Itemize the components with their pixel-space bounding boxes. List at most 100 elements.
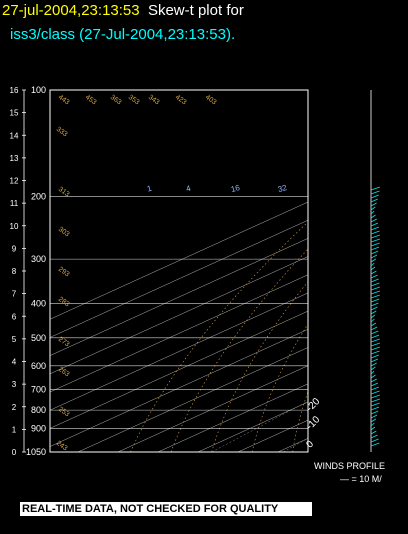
isotherm-line [277, 438, 308, 452]
isotherm-line [318, 90, 408, 452]
wind-barb [370, 278, 379, 283]
mixing-ratio-label: 4 [185, 184, 192, 194]
pressure-tick-label: 800 [31, 405, 46, 415]
dry-adiabat-label: 353 [127, 94, 141, 106]
pressure-tick-label: 200 [31, 192, 46, 202]
isotherm-line [50, 219, 308, 338]
isotherm-line [77, 347, 308, 452]
isotherm-line [398, 90, 408, 452]
pressure-tick-label: 1050 [26, 447, 46, 457]
dry-adiabat-label: 333 [55, 126, 69, 138]
wind-barb [370, 422, 375, 427]
pressure-tick-label: 900 [31, 423, 46, 433]
wind-barb [370, 342, 381, 347]
wind-barb [370, 202, 377, 207]
wind-barb [370, 326, 378, 331]
wind-barb [370, 334, 380, 339]
isotherm-line [117, 365, 308, 452]
wind-barb [370, 226, 380, 231]
wind-barb [370, 190, 380, 195]
wind-barb [370, 362, 377, 367]
wind-barb [370, 210, 375, 215]
wind-barb [370, 370, 375, 375]
wind-barb [370, 246, 380, 251]
height-tick-label: 15 [10, 109, 19, 118]
height-tick-label: 12 [10, 177, 19, 186]
dry-adiabat-label: 263 [57, 366, 71, 378]
isotherm-line [237, 419, 308, 452]
wind-barb [370, 346, 381, 351]
dry-adiabat-label: 253 [57, 406, 71, 418]
height-tick-label: 1 [12, 425, 17, 434]
chart-axes [22, 89, 309, 453]
wind-barb [370, 282, 380, 287]
dry-adiabat-label: 423 [174, 94, 188, 106]
wind-barb [370, 186, 381, 191]
isotherm-right-label: -10 [304, 414, 322, 432]
isotherm-line [50, 292, 308, 411]
wind-barb [370, 390, 380, 395]
isotherm-line [50, 201, 308, 320]
quality-banner: REAL-TIME DATA, NOT CHECKED FOR QUALITY [20, 502, 312, 516]
wind-barb [370, 402, 380, 407]
wind-barb [370, 234, 381, 239]
wind-barb [370, 382, 379, 387]
pressure-tick-label: 700 [31, 385, 46, 395]
isotherm-line [50, 238, 308, 356]
wind-barb [370, 254, 378, 259]
isotherm-line [50, 274, 308, 393]
wind-barb [370, 290, 381, 295]
winds-profile-scale: — = 10 M/ [340, 474, 382, 484]
height-tick-label: 0 [12, 448, 17, 457]
wind-barb [370, 262, 375, 267]
wind-barb [370, 258, 376, 263]
plot-frame [49, 89, 309, 453]
chart-series [336, 152, 408, 446]
wind-barb [370, 310, 377, 315]
wind-barb [370, 206, 376, 211]
pressure-tick-label: 600 [31, 361, 46, 371]
dry-adiabat-line [292, 390, 308, 452]
dry-adiabat-label: 293 [57, 266, 71, 278]
height-tick-label: 11 [10, 199, 19, 208]
sounding-trace [386, 152, 408, 446]
dry-adiabat-label: 343 [147, 94, 161, 106]
dry-adiabat-label: 303 [57, 226, 71, 238]
wind-barb [370, 374, 376, 379]
wind-barb [370, 230, 380, 235]
height-tick-label: 9 [12, 244, 17, 253]
dry-adiabat-line [374, 90, 408, 452]
wind-barb [370, 322, 377, 327]
wind-barb [370, 214, 376, 219]
height-tick-label: 7 [12, 290, 17, 299]
height-tick-label: 4 [12, 358, 17, 367]
mixing-ratio-label: 1 [146, 184, 153, 194]
dry-adiabat-label: 453 [84, 94, 98, 106]
dry-adiabat-line [170, 248, 308, 452]
dry-adiabat-label: 283 [57, 296, 71, 308]
dry-adiabat-label: 443 [57, 94, 71, 106]
wind-barb [370, 286, 380, 291]
height-tick-label: 8 [12, 267, 17, 276]
isotherm-line [50, 256, 308, 375]
wind-barb [370, 218, 378, 223]
wind-barb [370, 442, 380, 447]
pressure-tick-label: 500 [31, 333, 46, 343]
wind-barb [370, 414, 378, 419]
dry-adiabat-line [251, 323, 308, 452]
isotherm-right-label: -20 [304, 396, 322, 414]
isotherm-line [157, 383, 308, 452]
wind-barb [370, 238, 381, 243]
wind-barb [370, 194, 379, 199]
wind-barb [370, 398, 381, 403]
wind-barb [370, 350, 380, 355]
height-tick-label: 3 [12, 380, 17, 389]
winds-profile [370, 90, 381, 452]
wind-barb [370, 270, 377, 275]
wind-barb [370, 298, 380, 303]
wind-barb [370, 354, 379, 359]
wind-barb [370, 330, 379, 335]
mixing-ratio-label: 32 [277, 183, 288, 194]
dry-adiabat-label: 363 [109, 94, 123, 106]
isotherm-line [197, 401, 308, 452]
